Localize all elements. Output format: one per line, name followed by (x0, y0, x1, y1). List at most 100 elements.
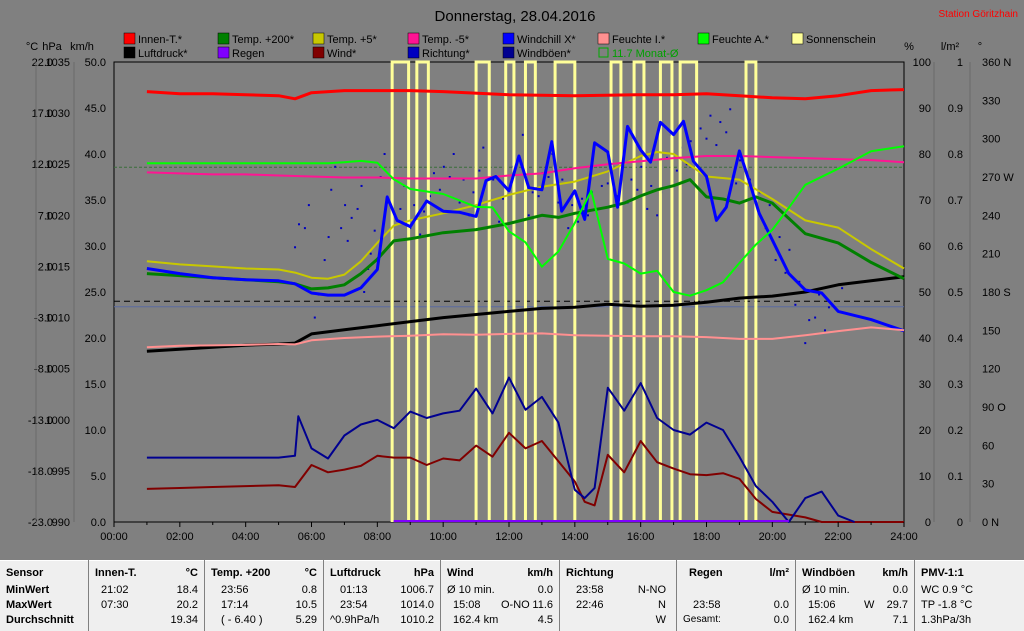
stats-panel-temp200: Temp. +200 °C 23:56 0.8 17:14 10.5 ( - 6.40… (205, 560, 323, 631)
direction-point (577, 220, 580, 223)
x-tick-label: 04:00 (232, 531, 260, 543)
right-tick-label: 270 W (982, 172, 1014, 184)
right-tick-label: 240 (982, 210, 1000, 222)
direction-point (675, 169, 678, 172)
direction-point (561, 178, 564, 181)
left-tick-label: 7.0 (38, 210, 53, 222)
direction-point (646, 207, 649, 210)
sunshine-segment (504, 60, 516, 522)
station-name: Station Göritzhain (939, 9, 1019, 20)
left-tick-label: 1025 (46, 159, 70, 171)
max-label: MaxWert (6, 599, 52, 611)
left-tick-label: 1035 (46, 57, 70, 69)
direction-point (323, 259, 326, 262)
left-axes: °C 22.0 17.0 12.0 7.0 2.0 -3.0 -8.0 -13.0 -18.0 -2… (26, 41, 106, 529)
windboeen-title: Windböen (802, 567, 856, 579)
legend-label: Temp. -5* (422, 34, 470, 46)
richtung-min-time: 23:58 (576, 584, 604, 596)
series-windchill (146, 119, 905, 333)
left-tick-label: 15.0 (85, 379, 106, 391)
x-tick-label: 10:00 (429, 531, 457, 543)
innen-max-val: 20.2 (176, 599, 198, 611)
direction-point (814, 316, 817, 319)
direction-point (399, 207, 402, 210)
temp200-min-val: 0.8 (301, 584, 317, 596)
temp200-min-time: 23:56 (221, 584, 249, 596)
x-tick-label: 00:00 (100, 531, 128, 543)
regen-total-label: Gesamt: (683, 614, 721, 625)
legend-swatch (407, 32, 420, 45)
x-tick-label: 18:00 (693, 531, 721, 543)
sunshine-segment (632, 60, 646, 522)
legend-label: Windböen* (517, 48, 572, 60)
left-tick-label: 1020 (46, 210, 70, 222)
right-tick-label: 300 (982, 134, 1000, 146)
luftdruck-title: Luftdruck (330, 567, 381, 579)
x-tick-label: 02:00 (166, 531, 194, 543)
temp200-avg-note: ( - 6.40 ) (221, 614, 263, 626)
x-tick-label: 22:00 (824, 531, 852, 543)
right-tick-label: 0.6 (948, 241, 963, 253)
left-tick-label: 45.0 (85, 103, 106, 115)
right-tick-label: 0.1 (948, 471, 963, 483)
windboeen-unit: km/h (882, 567, 908, 579)
left-axis-unit: km/h (70, 41, 94, 53)
direction-point (356, 207, 359, 210)
direction-point (527, 214, 530, 217)
right-tick-label: 60 (982, 440, 994, 452)
sunshine-segment (658, 60, 674, 522)
right-tick-label: 180 S (982, 287, 1011, 299)
richtung-max-val: N (658, 599, 666, 611)
sunshine-segment (678, 60, 699, 522)
right-tick-label: 50 (919, 287, 931, 299)
wind-distance: 162.4 km (453, 614, 499, 626)
left-tick-label: 12.0 (32, 159, 53, 171)
sunshine-segment (415, 60, 430, 522)
wind-max-dir: O-NO (501, 599, 530, 611)
right-tick-label: 70 (919, 195, 931, 207)
right-tick-label: 20 (919, 425, 931, 437)
innen-avg: 19.34 (170, 614, 198, 626)
direction-point (709, 114, 712, 117)
windboeen-avg10-val: 0.0 (892, 584, 908, 596)
legend-swatch (502, 32, 515, 45)
direction-point (699, 127, 702, 130)
legend-swatch (217, 32, 230, 45)
right-axis-unit: % (904, 41, 914, 53)
direction-point (841, 287, 844, 290)
direction-point (571, 204, 574, 207)
innen-title: Innen-T. (95, 567, 137, 579)
direction-point (656, 214, 659, 217)
right-tick-label: 0.7 (948, 195, 963, 207)
direction-point (334, 165, 337, 168)
left-tick-label: 1015 (46, 261, 70, 273)
x-tick-label: 12:00 (495, 531, 523, 543)
right-tick-label: 40 (919, 333, 931, 345)
direction-point (340, 227, 343, 230)
direction-point (557, 201, 560, 204)
left-tick-label: -8.0 (34, 364, 53, 376)
plot-area (113, 60, 905, 523)
x-tick-label: 16:00 (627, 531, 655, 543)
direction-point (581, 197, 584, 200)
luftdruck-min-val: 1006.7 (400, 584, 434, 596)
left-tick-label: -18.0 (28, 466, 53, 478)
direction-point (346, 239, 349, 242)
right-tick-label: 30 (919, 379, 931, 391)
richtung-min-val: N-NO (637, 584, 666, 596)
left-tick-label: 40.0 (85, 149, 106, 161)
sensor-header: Sensor (6, 567, 44, 579)
temp200-avg: 5.29 (295, 614, 317, 626)
temp200-max-time: 17:14 (221, 599, 249, 611)
direction-point (531, 191, 534, 194)
right-tick-label: 30 (982, 479, 994, 491)
right-tick-label: 120 (982, 364, 1000, 376)
windboeen-max-time: 15:06 (808, 599, 836, 611)
direction-point (462, 178, 465, 181)
chart-title: Donnerstag, 28.04.2016 (435, 8, 596, 25)
series-temp200 (146, 178, 905, 291)
direction-point (818, 293, 821, 296)
innen-min-val: 18.4 (176, 584, 198, 596)
luftdruck-max-val: 1014.0 (400, 599, 434, 611)
windboeen-max-dir: W (864, 599, 875, 611)
